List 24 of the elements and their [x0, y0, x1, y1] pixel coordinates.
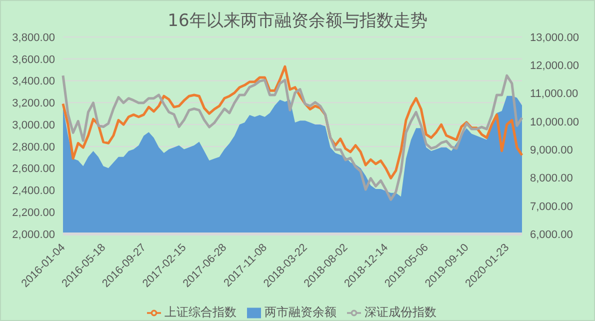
- y-tick-label: 2,600.00: [12, 163, 55, 176]
- y2-tick-label: 6,000.00: [530, 228, 573, 241]
- y-tick-label: 2,400.00: [12, 185, 55, 198]
- y-tick-label: 3,200.00: [12, 98, 55, 110]
- y2-tick-label: 8,000.00: [530, 172, 573, 185]
- y-tick-label: 2,000.00: [12, 228, 55, 241]
- legend-label: 上证综合指数: [164, 305, 236, 319]
- chart-title: 16年以来两市融资余额与指数走势: [166, 10, 428, 32]
- y2-tick-label: 12,000.00: [530, 60, 579, 72]
- y-tick-label: 2,200.00: [12, 207, 55, 220]
- y-tick-label: 3,000.00: [12, 119, 55, 132]
- y2-tick-label: 9,000.00: [530, 144, 573, 156]
- legend-label: 两市融资余额: [264, 305, 336, 319]
- y-tick-label: 2,800.00: [12, 141, 55, 154]
- line-series: [62, 74, 524, 201]
- y2-tick-label: 10,000.00: [530, 116, 579, 128]
- line-series: [62, 65, 524, 180]
- y-tick-label: 3,600.00: [12, 54, 55, 66]
- y-tick-label: 3,800.00: [12, 32, 55, 44]
- y2-tick-label: 13,000.00: [530, 32, 579, 44]
- legend-label: 深证成份指数: [364, 305, 436, 319]
- y2-tick-label: 7,000.00: [530, 200, 573, 213]
- y-tick-label: 3,400.00: [12, 76, 55, 88]
- y2-tick-label: 11,000.00: [530, 88, 578, 100]
